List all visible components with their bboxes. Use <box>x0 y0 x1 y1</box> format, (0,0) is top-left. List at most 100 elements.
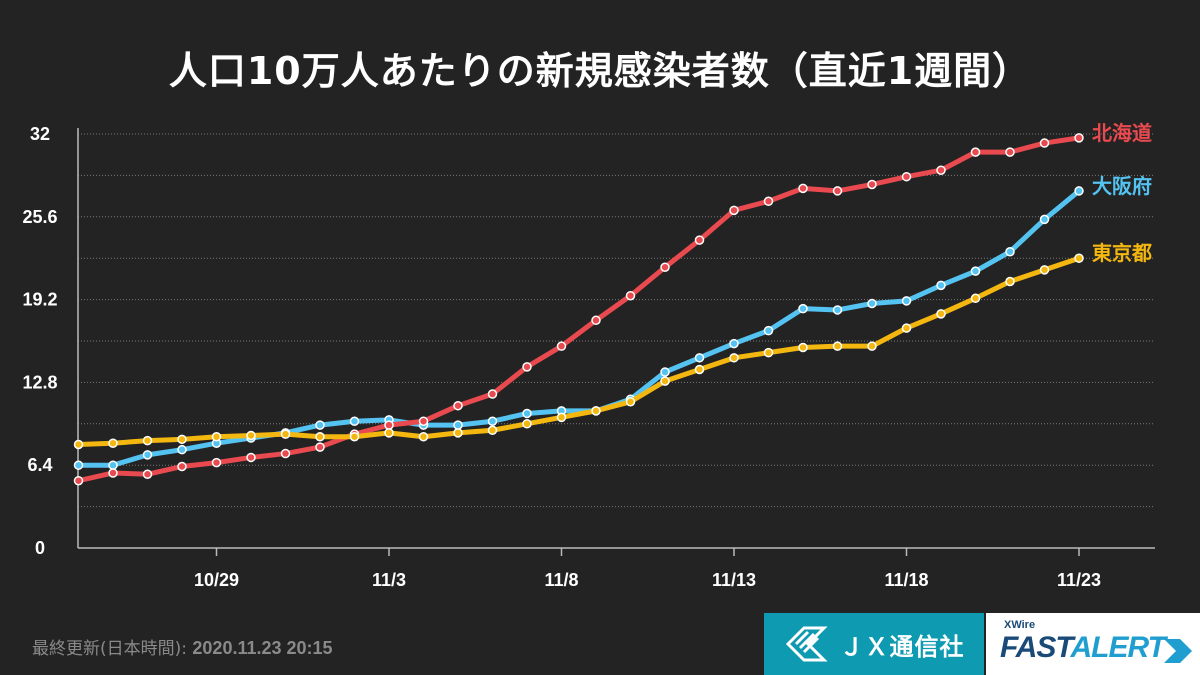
last-updated: 最終更新(日本時間): 2020.11.23 20:15 <box>32 634 333 659</box>
data-point <box>763 196 774 207</box>
data-point <box>832 341 843 351</box>
data-point <box>142 435 153 446</box>
data-point <box>418 431 429 442</box>
y-tick-label: 0 <box>35 538 45 558</box>
data-point <box>867 341 877 351</box>
series-1 <box>73 186 1084 470</box>
data-point <box>1074 253 1084 263</box>
data-point <box>315 431 325 442</box>
y-tick-label: 19.2 <box>22 290 57 310</box>
fast-text: FAST <box>1000 631 1071 664</box>
series-2 <box>73 253 1084 450</box>
data-point <box>487 389 498 399</box>
data-point <box>970 293 981 304</box>
data-point <box>556 412 567 423</box>
y-tick-label: 25.6 <box>22 207 57 227</box>
series-0 <box>73 133 1084 486</box>
data-point <box>211 431 222 442</box>
data-point <box>1074 186 1084 196</box>
jx-brand-name: ＪＸ通信社 <box>839 632 965 661</box>
data-point <box>867 179 877 190</box>
alert-text: ALERT <box>1070 631 1165 664</box>
data-point <box>1039 214 1050 225</box>
data-point <box>384 420 394 430</box>
jx-mark-icon <box>785 626 828 662</box>
data-point <box>936 165 946 175</box>
data-point <box>73 439 84 450</box>
axes <box>77 128 1155 549</box>
data-point <box>729 353 739 363</box>
data-point <box>936 280 946 291</box>
series-end-label: 大阪府 <box>1092 174 1152 198</box>
data-point <box>280 429 291 439</box>
data-point <box>315 442 325 452</box>
x-tick-label: 11/8 <box>544 570 578 590</box>
data-point <box>1005 246 1015 257</box>
data-point <box>177 444 187 455</box>
y-tick-label: 32 <box>30 124 50 144</box>
data-point <box>246 452 256 463</box>
y-axis-ticks: 0 6.4 12.8 19.2 25.6 32 <box>22 124 57 558</box>
data-point <box>729 338 739 349</box>
data-point <box>936 309 946 319</box>
data-point <box>108 468 118 478</box>
series-lines <box>73 133 1084 486</box>
data-point <box>763 325 774 336</box>
data-point <box>729 205 739 216</box>
series-end-label: 北海道 <box>1092 121 1152 145</box>
data-point <box>487 425 498 436</box>
data-point <box>832 186 843 196</box>
data-point <box>832 305 843 315</box>
jx-logo: ＪＸ通信社 <box>764 613 984 675</box>
y-tick-label: 12.8 <box>22 372 57 392</box>
gridlines <box>78 133 1155 508</box>
data-point <box>798 342 808 353</box>
data-point <box>1039 138 1050 148</box>
last-updated-timestamp: 2020.11.23 20:15 <box>192 638 333 658</box>
data-point <box>177 461 187 472</box>
data-point <box>280 448 291 459</box>
data-point <box>694 235 705 245</box>
data-point <box>522 362 532 372</box>
fastalert-arrow-icon <box>1164 639 1192 663</box>
x-tick-label: 11/23 <box>1057 570 1101 590</box>
data-point <box>625 290 636 301</box>
fastalert-logo: XWire FASTALERT <box>986 613 1200 675</box>
data-point <box>763 347 774 358</box>
data-point <box>591 315 601 326</box>
chart-title: 人口10万人あたりの新規感染者数（直近1週間） <box>168 49 1032 93</box>
data-point <box>798 303 808 314</box>
data-point <box>246 430 256 441</box>
data-point <box>108 438 118 448</box>
data-point <box>522 408 532 419</box>
x-tick-label: 11/18 <box>884 570 928 590</box>
data-point <box>315 420 325 430</box>
x-tick-label: 10/29 <box>194 570 239 590</box>
data-point <box>384 428 394 438</box>
x-tick-label: 11/3 <box>372 570 406 590</box>
data-point <box>453 420 463 430</box>
xwire-label: XWire <box>1004 619 1036 631</box>
data-point <box>970 266 981 276</box>
data-point <box>142 450 153 460</box>
data-point <box>1005 147 1015 157</box>
data-point <box>487 416 498 426</box>
data-point <box>211 457 222 468</box>
data-point <box>798 183 808 194</box>
x-axis-ticks: 10/29 11/3 11/8 11/13 11/18 11/23 <box>194 548 1101 590</box>
y-tick-label: 6.4 <box>27 455 52 475</box>
data-point <box>591 406 601 416</box>
data-point <box>660 262 670 273</box>
data-point <box>901 323 912 333</box>
data-point <box>177 434 187 445</box>
data-point <box>625 397 636 407</box>
data-point <box>694 364 705 375</box>
series-end-label: 東京都 <box>1092 241 1152 265</box>
data-point <box>108 460 118 470</box>
data-point <box>556 341 567 351</box>
x-tick-label: 11/13 <box>712 570 756 590</box>
data-point <box>970 147 981 157</box>
data-point <box>867 298 877 309</box>
series-line <box>76 135 1080 484</box>
